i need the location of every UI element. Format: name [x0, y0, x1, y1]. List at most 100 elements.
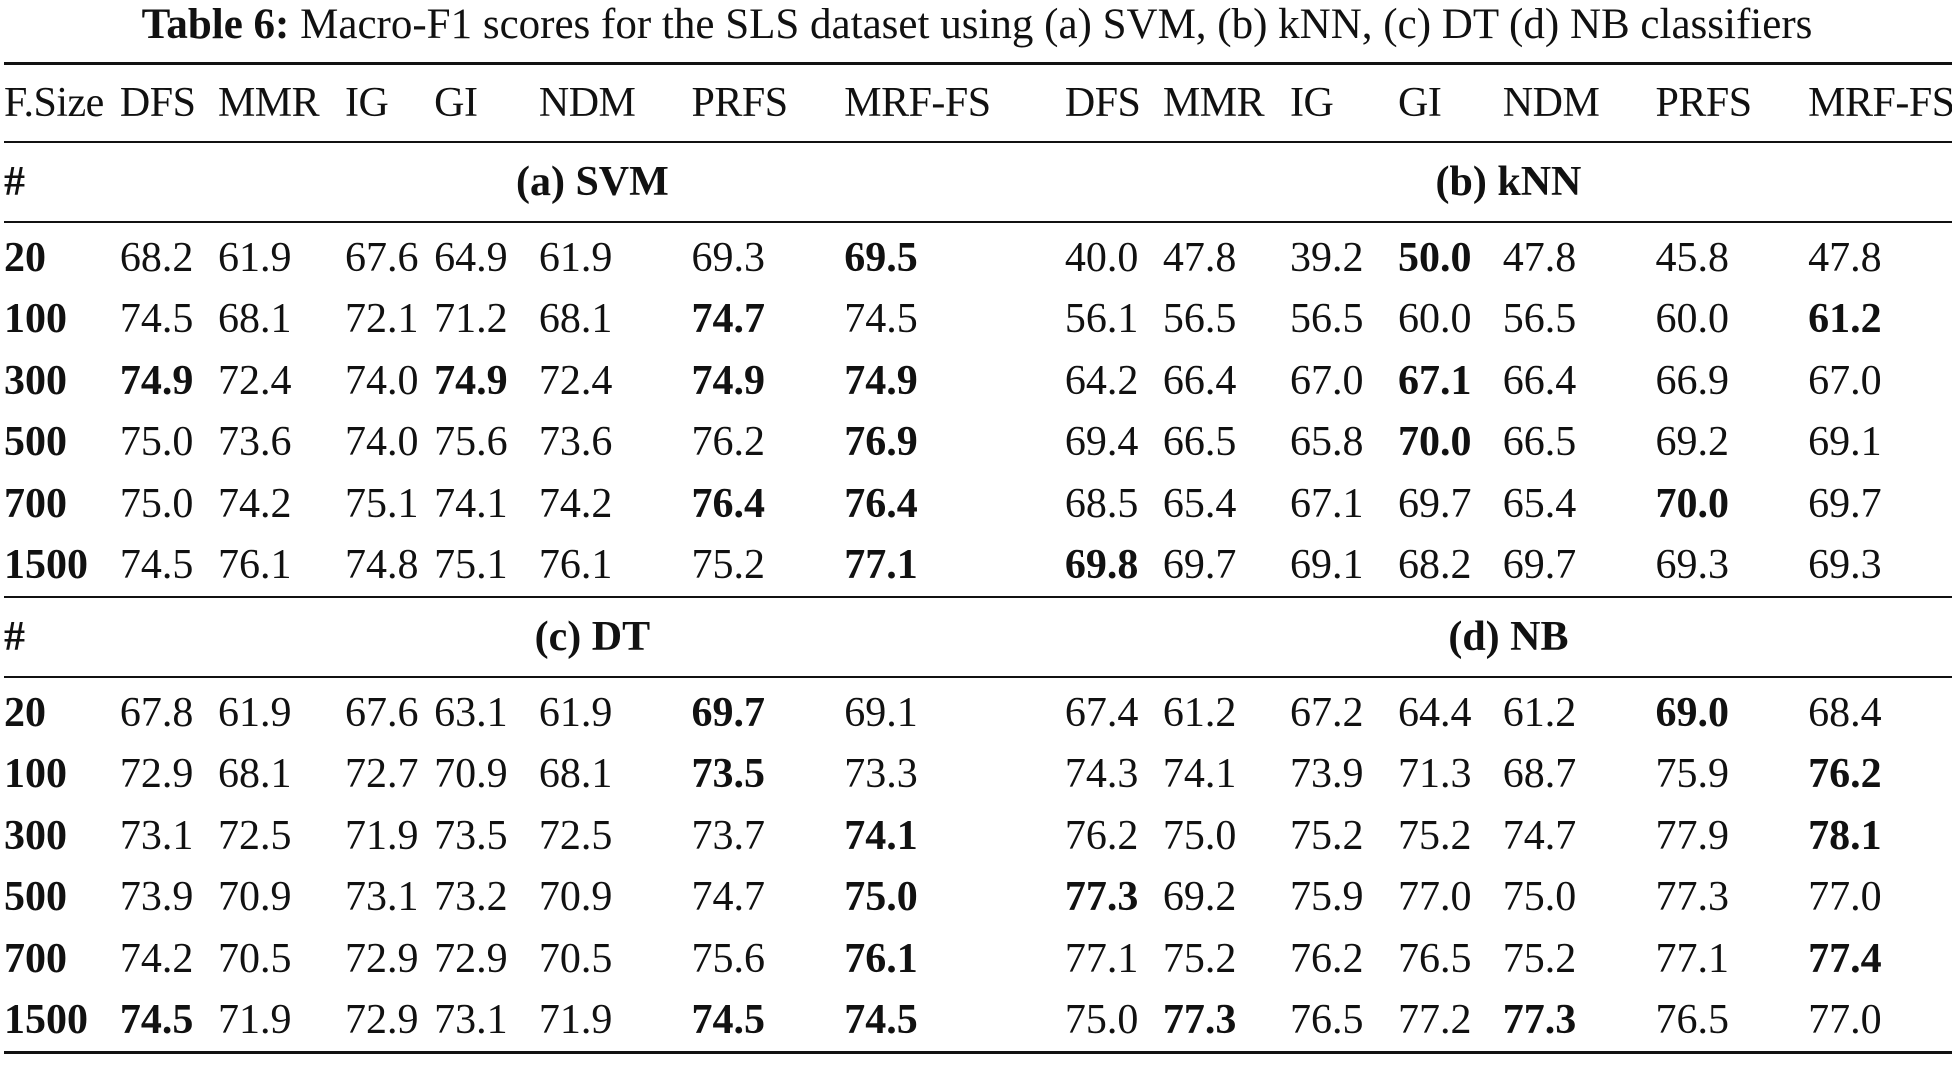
score-cell: 68.1 — [217, 751, 292, 798]
feature-size-cell: 1500 — [4, 989, 120, 1054]
score-cell: 69.3 — [691, 234, 766, 281]
score-cell: 61.9 — [217, 689, 292, 736]
table-row: 1500 74.5 76.1 74.8 75.1 76.1 75.2 77.1 69.8 69.7… — [4, 534, 1952, 598]
score-cell: 67.1 — [1289, 480, 1364, 527]
score-cell: 63.1 — [434, 689, 508, 736]
section-title-left: (c) DT — [119, 597, 1065, 678]
column-header: F.Size — [4, 62, 120, 143]
table-row: 100 72.9 68.1 72.7 70.9 68.1 73.5 73.3 74.3 74.1 7… — [4, 744, 1952, 806]
score-cell: 78.1 — [1808, 812, 1882, 859]
score-cell: 77.4 — [1808, 935, 1882, 982]
column-header: MRF-FS — [844, 62, 1065, 143]
score-cell: 77.3 — [1064, 874, 1139, 921]
score-cell: 73.3 — [844, 751, 918, 798]
table-row: 20 67.8 61.9 67.6 63.1 61.9 69.7 69.1 67.4 61.2 67… — [4, 677, 1952, 744]
score-cell: 71.9 — [344, 812, 419, 859]
score-cell: 72.9 — [119, 751, 194, 798]
score-cell: 72.5 — [538, 812, 613, 859]
score-cell: 75.1 — [434, 534, 539, 598]
score-cell: 61.2 — [1808, 296, 1882, 343]
score-cell: 77.3 — [1655, 874, 1729, 921]
score-cell: 72.7 — [344, 751, 419, 798]
score-cell: 68.2 — [1398, 534, 1503, 598]
score-cell: 75.6 — [691, 935, 766, 982]
score-cell: 72.9 — [344, 935, 419, 982]
score-cell: 76.9 — [844, 419, 918, 466]
score-cell: 68.7 — [1502, 751, 1577, 798]
score-cell: 70.5 — [538, 935, 613, 982]
section-title-right: (b) kNN — [1064, 142, 1952, 223]
score-cell: 75.0 — [1502, 874, 1577, 921]
score-cell: 66.5 — [1162, 419, 1237, 466]
score-cell: 60.0 — [1655, 296, 1729, 343]
score-cell: 75.0 — [844, 874, 918, 921]
column-header: MMR — [217, 62, 345, 143]
score-cell: 74.5 — [844, 296, 918, 343]
score-cell: 74.9 — [844, 357, 918, 404]
feature-size-cell: 100 — [4, 296, 67, 343]
score-cell: 74.9 — [434, 357, 508, 404]
score-cell: 74.5 — [119, 989, 218, 1054]
score-cell: 67.2 — [1289, 689, 1364, 736]
score-cell: 47.8 — [1502, 234, 1577, 281]
score-cell: 73.9 — [119, 874, 194, 921]
score-cell: 77.0 — [1398, 874, 1472, 921]
score-cell: 76.5 — [1398, 935, 1472, 982]
score-cell: 75.2 — [1502, 935, 1577, 982]
score-cell: 61.9 — [217, 234, 292, 281]
score-cell: 73.6 — [217, 419, 292, 466]
column-header: IG — [1289, 62, 1399, 143]
score-cell: 77.3 — [1502, 989, 1656, 1054]
feature-size-cell: 20 — [4, 689, 46, 736]
table-row: 500 75.0 73.6 74.0 75.6 73.6 76.2 76.9 69.4 66.5 6… — [4, 412, 1952, 474]
score-cell: 74.5 — [119, 534, 218, 598]
feature-size-cell: 700 — [4, 935, 67, 982]
score-cell: 45.8 — [1655, 234, 1729, 281]
score-cell: 69.2 — [1162, 874, 1237, 921]
score-cell: 75.0 — [119, 480, 194, 527]
score-cell: 70.5 — [217, 935, 292, 982]
score-cell: 75.2 — [1398, 812, 1472, 859]
table-row: 500 73.9 70.9 73.1 73.2 70.9 74.7 75.0 77.3 69.2 7… — [4, 867, 1952, 929]
score-cell: 65.4 — [1162, 480, 1237, 527]
score-cell: 76.2 — [1064, 812, 1139, 859]
score-cell: 76.4 — [691, 480, 766, 527]
score-cell: 74.2 — [538, 480, 613, 527]
score-cell: 72.5 — [217, 812, 292, 859]
score-cell: 61.2 — [1502, 689, 1577, 736]
score-cell: 68.1 — [538, 296, 613, 343]
score-cell: 66.9 — [1655, 357, 1729, 404]
score-cell: 56.5 — [1162, 296, 1237, 343]
score-cell: 69.7 — [1398, 480, 1472, 527]
column-header: DFS — [1064, 62, 1163, 143]
score-cell: 69.1 — [1289, 534, 1399, 598]
score-cell: 75.0 — [119, 419, 194, 466]
section-row: # (a) SVM (b) kNN — [4, 142, 1952, 223]
score-cell: 68.2 — [119, 234, 194, 281]
score-cell: 76.2 — [1289, 935, 1364, 982]
column-header: NDM — [1502, 62, 1656, 143]
feature-size-cell: 300 — [4, 812, 67, 859]
score-cell: 69.3 — [1655, 534, 1809, 598]
score-cell: 76.2 — [691, 419, 766, 466]
score-cell: 64.2 — [1064, 357, 1139, 404]
score-cell: 67.6 — [344, 689, 419, 736]
score-cell: 67.6 — [344, 234, 419, 281]
score-cell: 61.9 — [538, 234, 613, 281]
score-cell: 75.9 — [1289, 874, 1364, 921]
section-hash: # — [4, 142, 120, 223]
score-cell: 67.8 — [119, 689, 194, 736]
score-cell: 69.2 — [1655, 419, 1729, 466]
score-cell: 77.2 — [1398, 989, 1503, 1054]
score-cell: 74.7 — [691, 296, 766, 343]
column-header: PRFS — [691, 62, 845, 143]
score-cell: 68.1 — [538, 751, 613, 798]
score-cell: 72.1 — [344, 296, 419, 343]
score-cell: 75.0 — [1162, 812, 1237, 859]
score-cell: 56.5 — [1289, 296, 1364, 343]
column-header: MMR — [1162, 62, 1290, 143]
score-cell: 67.0 — [1289, 357, 1364, 404]
score-cell: 73.9 — [1289, 751, 1364, 798]
score-cell: 75.0 — [1064, 989, 1163, 1054]
score-cell: 74.3 — [1064, 751, 1139, 798]
